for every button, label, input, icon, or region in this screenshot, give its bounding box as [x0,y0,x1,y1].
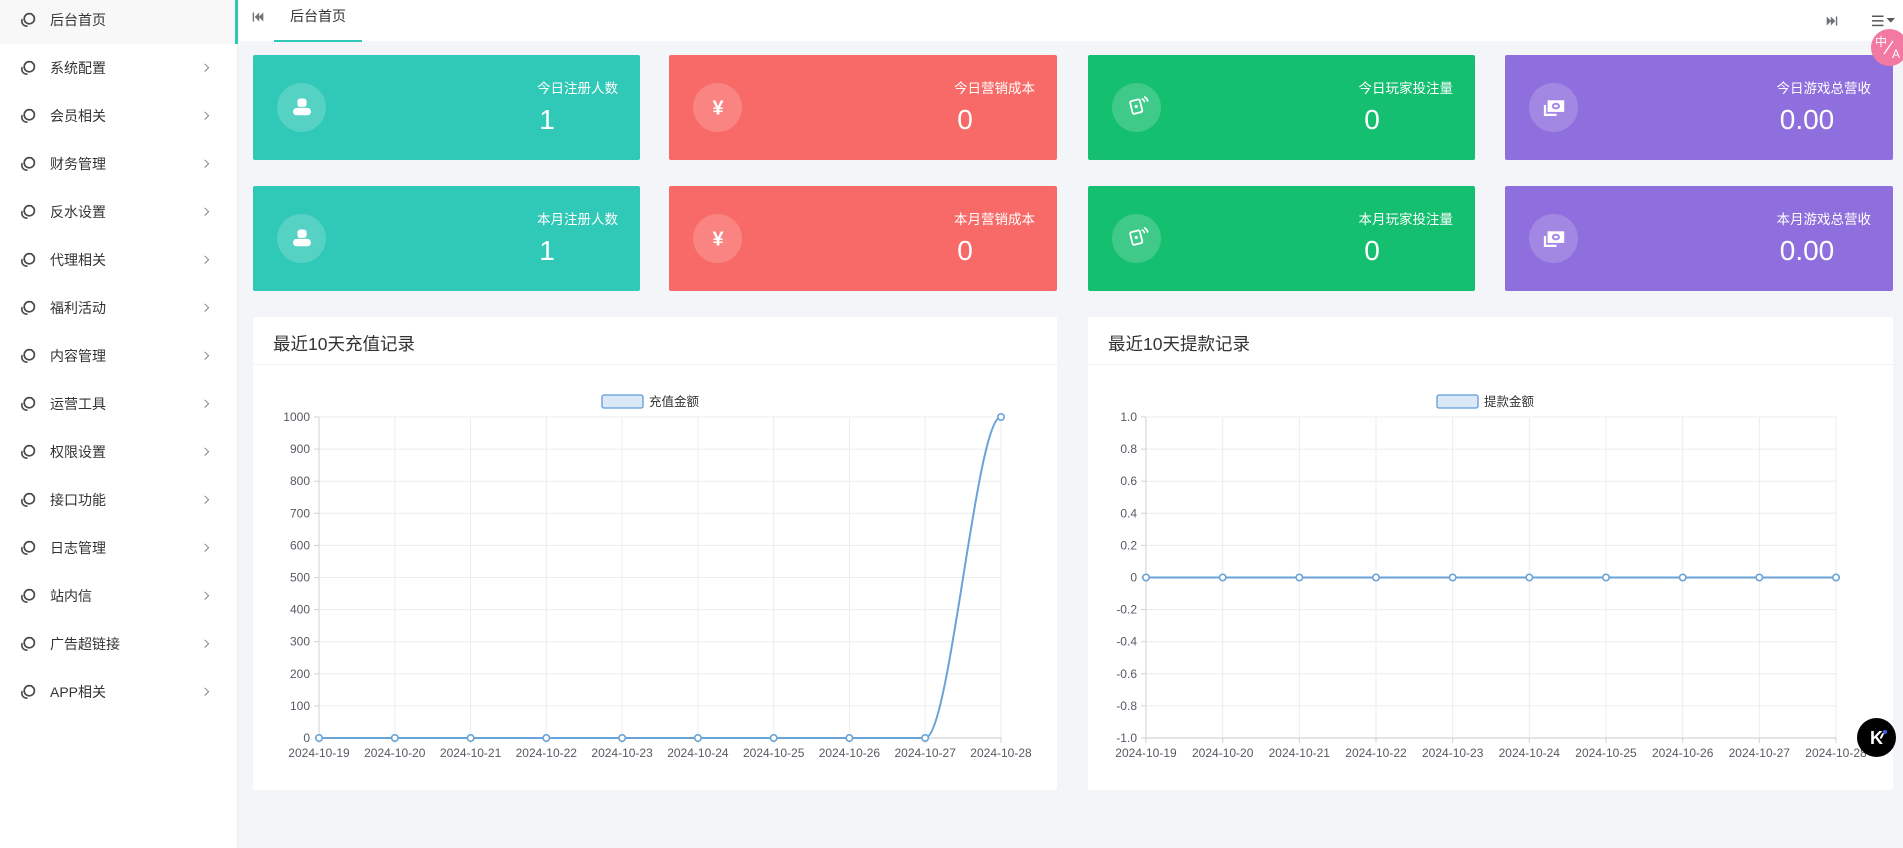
svg-text:2024-10-25: 2024-10-25 [1575,746,1637,760]
svg-text:2024-10-20: 2024-10-20 [1192,746,1254,760]
svg-text:-1.0: -1.0 [1116,731,1137,745]
svg-text:0.8: 0.8 [1120,442,1137,456]
svg-text:200: 200 [290,667,310,681]
svg-text:0: 0 [1130,571,1137,585]
svg-text:2024-10-23: 2024-10-23 [1422,746,1484,760]
svg-text:2024-10-27: 2024-10-27 [1729,746,1791,760]
svg-text:充值金额: 充值金额 [649,394,700,409]
svg-text:2024-10-28: 2024-10-28 [1805,746,1867,760]
svg-text:2024-10-19: 2024-10-19 [1115,746,1177,760]
svg-text:2024-10-23: 2024-10-23 [591,746,653,760]
svg-text:0.2: 0.2 [1120,538,1137,552]
svg-text:2024-10-27: 2024-10-27 [895,746,957,760]
svg-text:600: 600 [290,538,310,552]
svg-text:A: A [1892,47,1900,61]
svg-text:2024-10-21: 2024-10-21 [440,746,502,760]
svg-text:提款金额: 提款金额 [1484,394,1535,409]
svg-text:100: 100 [290,699,310,713]
svg-text:500: 500 [290,571,310,585]
svg-text:1000: 1000 [283,410,310,424]
svg-text:2024-10-24: 2024-10-24 [1499,746,1561,760]
svg-text:¥: ¥ [712,229,724,249]
svg-text:-0.4: -0.4 [1116,635,1137,649]
svg-text:300: 300 [290,635,310,649]
svg-text:0: 0 [303,731,310,745]
svg-text:2024-10-21: 2024-10-21 [1269,746,1331,760]
svg-text:2024-10-19: 2024-10-19 [288,746,350,760]
svg-text:900: 900 [290,442,310,456]
svg-text:¥: ¥ [712,98,724,118]
svg-text:-0.6: -0.6 [1116,667,1137,681]
svg-text:1.0: 1.0 [1120,410,1137,424]
svg-text:2024-10-28: 2024-10-28 [970,746,1032,760]
svg-text:2024-10-22: 2024-10-22 [1345,746,1407,760]
svg-text:2024-10-20: 2024-10-20 [364,746,426,760]
svg-text:700: 700 [290,506,310,520]
svg-text:-0.8: -0.8 [1116,699,1137,713]
svg-text:-0.2: -0.2 [1116,603,1137,617]
svg-text:2024-10-24: 2024-10-24 [667,746,729,760]
svg-text:2024-10-26: 2024-10-26 [819,746,881,760]
svg-text:2024-10-22: 2024-10-22 [516,746,578,760]
svg-text:0.6: 0.6 [1120,474,1137,488]
svg-text:中: 中 [1875,34,1887,49]
svg-text:800: 800 [290,474,310,488]
svg-text:400: 400 [290,603,310,617]
svg-text:0.4: 0.4 [1120,506,1137,520]
svg-text:2024-10-25: 2024-10-25 [743,746,805,760]
svg-text:2024-10-26: 2024-10-26 [1652,746,1714,760]
